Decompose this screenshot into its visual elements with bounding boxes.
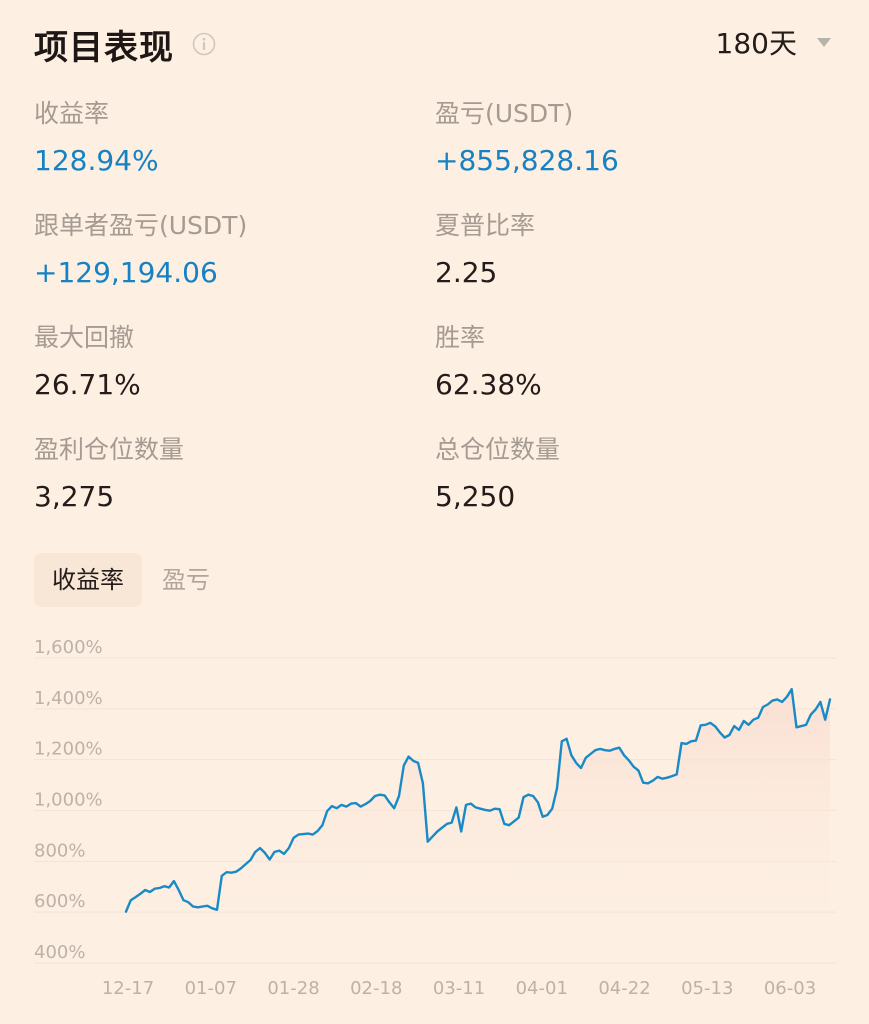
header: 项目表现 180天 <box>34 18 831 68</box>
metric-label: 总仓位数量 <box>435 435 561 464</box>
tab-roi[interactable]: 收益率 <box>34 553 142 607</box>
x-tick-label: 03-11 <box>433 978 485 999</box>
page-title: 项目表现 <box>34 28 174 68</box>
x-tick-label: 04-22 <box>598 978 650 999</box>
metric-label: 跟单者盈亏(USDT) <box>34 211 248 240</box>
metric-value: 26.71% <box>34 368 141 401</box>
period-label: 180天 <box>715 27 797 60</box>
roi-line-chart: 1,600% 1,400% 1,200% 1,000% 800% 600% 400% 12-… <box>34 637 836 999</box>
metric-value: 128.94% <box>34 144 159 177</box>
caret-down-icon <box>817 37 831 47</box>
metric-label: 盈利仓位数量 <box>34 435 185 464</box>
metric-label: 收益率 <box>34 99 110 128</box>
metric-win-rate: 胜率 62.38% <box>435 318 815 401</box>
x-tick-label: 04-01 <box>516 978 568 999</box>
y-tick-label: 1,200% <box>34 739 103 760</box>
metric-sharpe: 夏普比率 2.25 <box>435 206 815 289</box>
x-tick-label: 02-18 <box>350 978 402 999</box>
x-tick-label: 01-28 <box>267 978 319 999</box>
y-tick-label: 1,600% <box>34 637 103 658</box>
y-tick-label: 400% <box>34 942 85 963</box>
x-tick-label: 12-17 <box>102 978 154 999</box>
metric-value: +855,828.16 <box>435 144 619 177</box>
period-selector[interactable]: 180天 <box>716 24 831 60</box>
metric-profit-positions: 盈利仓位数量 3,275 <box>34 430 414 513</box>
metric-pnl: 盈亏(USDT) +855,828.16 <box>435 94 815 177</box>
metric-roi: 收益率 128.94% <box>34 94 414 177</box>
metric-label: 胜率 <box>435 323 486 352</box>
info-circle-icon[interactable] <box>192 32 216 56</box>
series-area <box>126 689 830 951</box>
metric-value: +129,194.06 <box>34 256 218 289</box>
tab-pnl[interactable]: 盈亏 <box>162 566 210 594</box>
metric-max-drawdown: 最大回撤 26.71% <box>34 318 414 401</box>
y-tick-label: 800% <box>34 840 85 861</box>
chart-tabs: 收益率 盈亏 <box>34 553 228 607</box>
y-tick-label: 1,000% <box>34 790 103 811</box>
y-tick-label: 1,400% <box>34 688 103 709</box>
metric-label: 夏普比率 <box>435 211 536 240</box>
metric-value: 2.25 <box>435 256 498 289</box>
x-tick-label: 05-13 <box>681 978 733 999</box>
metric-value: 62.38% <box>435 368 542 401</box>
metric-label: 最大回撤 <box>34 323 135 352</box>
metric-value: 5,250 <box>435 480 516 513</box>
metric-follower-pnl: 跟单者盈亏(USDT) +129,194.06 <box>34 206 414 289</box>
metric-label: 盈亏(USDT) <box>435 99 574 128</box>
metric-total-positions: 总仓位数量 5,250 <box>435 430 815 513</box>
metric-value: 3,275 <box>34 480 115 513</box>
x-tick-label: 06-03 <box>764 978 816 999</box>
x-tick-label: 01-07 <box>185 978 237 999</box>
y-tick-label: 600% <box>34 891 85 912</box>
series-line <box>124 688 832 913</box>
